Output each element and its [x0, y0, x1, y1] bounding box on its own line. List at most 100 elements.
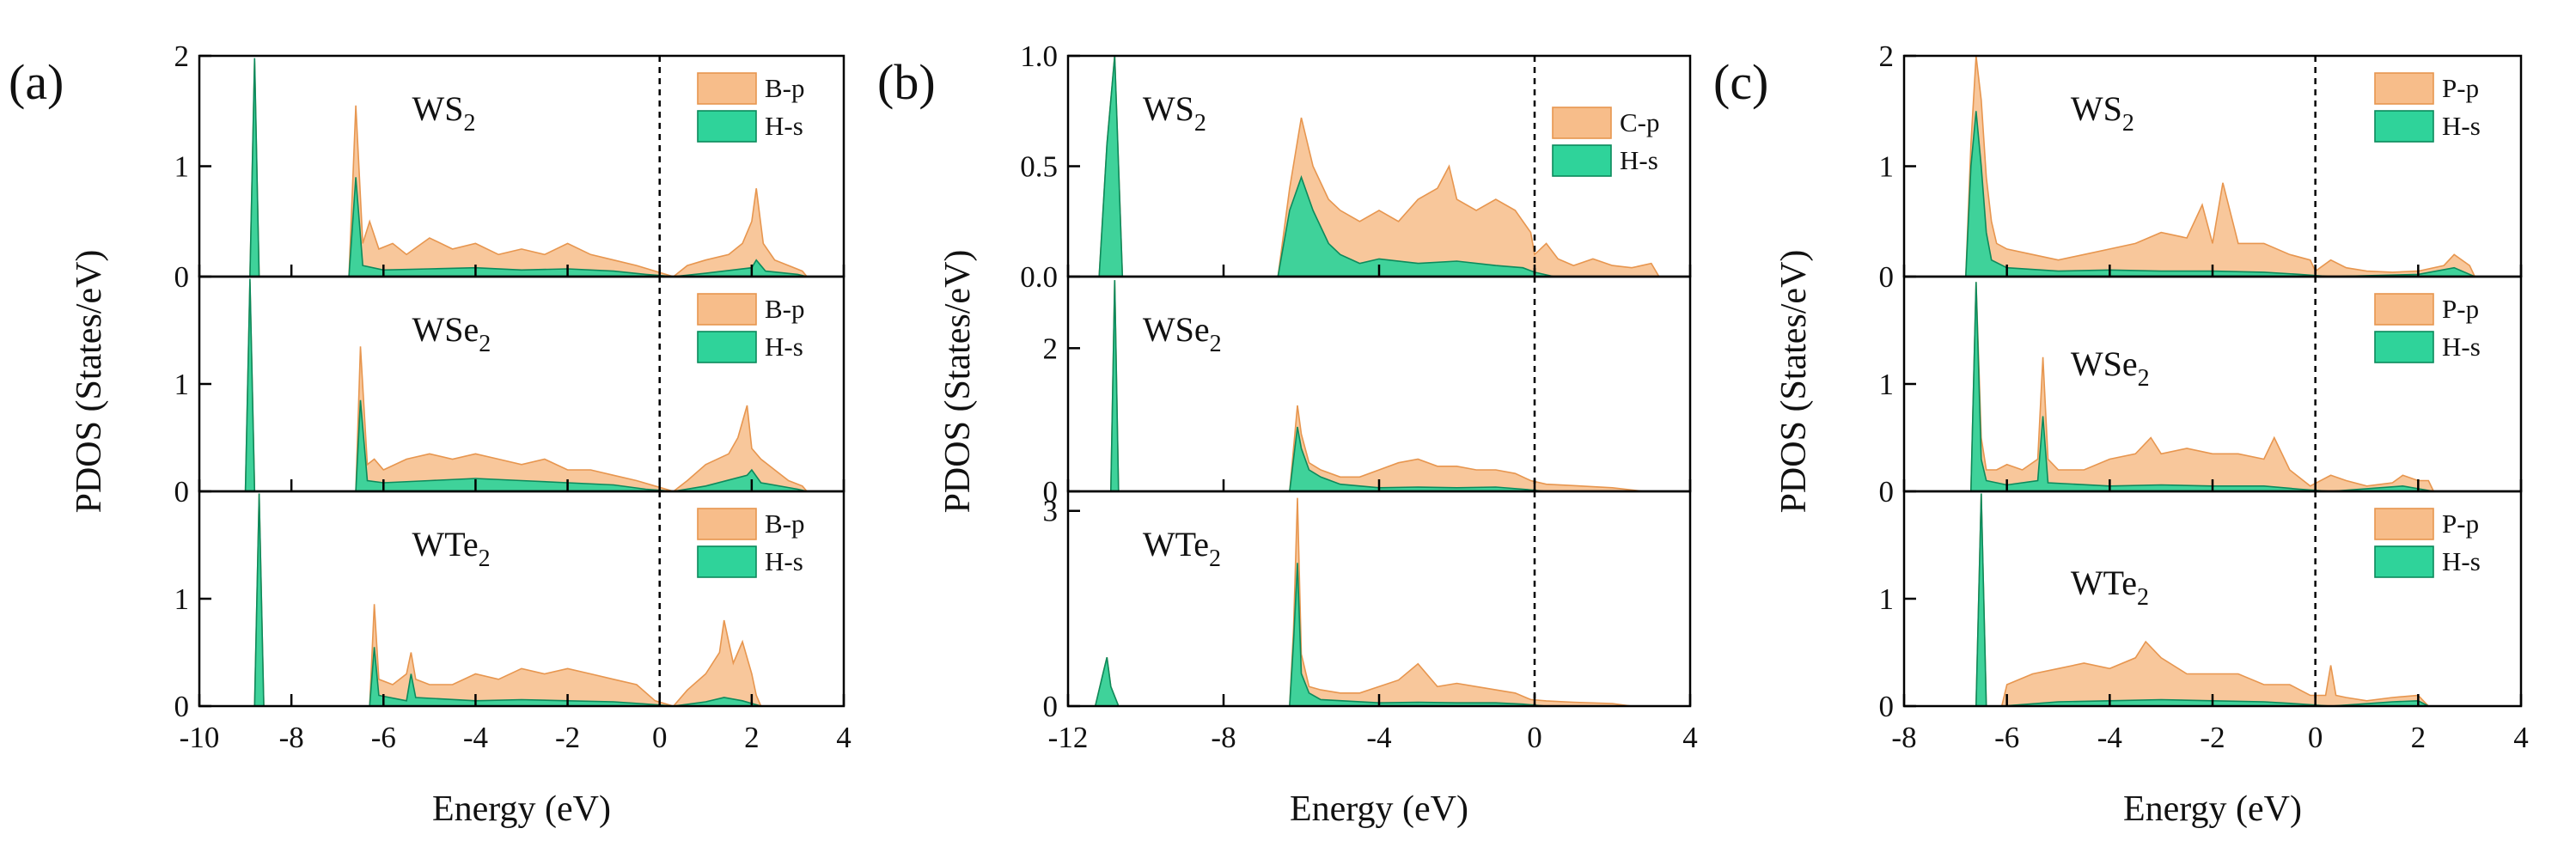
- legend-swatch-h-s: [2374, 110, 2434, 143]
- panel-letter: (b): [877, 54, 936, 110]
- series-area-p-p: [1975, 493, 2431, 707]
- legend-swatch-b-p: [697, 293, 757, 326]
- series-area-c-p: [1098, 55, 1661, 277]
- x-tick-label: 4: [836, 721, 852, 754]
- y-tick-label: 1: [1879, 582, 1895, 616]
- y-axis-title: PDOS (States/eV): [938, 250, 978, 514]
- x-tick-label: -12: [1048, 721, 1089, 754]
- x-tick-label: -8: [1891, 721, 1916, 754]
- compound-subscript: 2: [1209, 545, 1221, 572]
- legend-label-b-p: B-p: [765, 509, 805, 539]
- legend-label-h-s: H-s: [1620, 145, 1658, 175]
- legend-label-b-p: B-p: [765, 294, 805, 324]
- y-tick-label: 0: [1043, 475, 1059, 509]
- subplot-wte2: 0 3 WTe2: [1043, 490, 1692, 723]
- x-tick-label: -2: [2200, 721, 2225, 754]
- compound-name: WSe: [1143, 310, 1210, 349]
- subplot-wte2: 0 1 WTe2 B-p H-s: [174, 490, 845, 723]
- legend-swatch-h-s: [2374, 331, 2434, 363]
- compound-subscript: 2: [1194, 110, 1206, 137]
- legend-label-b-p: B-p: [765, 73, 805, 103]
- y-tick-label: 2: [174, 40, 190, 73]
- compound-subscript: 2: [1210, 331, 1222, 357]
- x-tick-label: 0: [2308, 721, 2323, 754]
- x-tick-label: -6: [1994, 721, 2019, 754]
- subplot-wse2: 0 2 WSe2: [1043, 275, 1692, 509]
- x-tick-label: 0: [1527, 721, 1542, 754]
- series-area-c-p: [1109, 280, 1644, 492]
- compound-name: WS: [412, 89, 464, 128]
- subplot-wte2: 0 1 WTe2 P-p H-s: [1879, 490, 2523, 723]
- panel-a: 012WS2B-pH-s01WSe2B-pH-s01WTe2B-pH-s-10-…: [9, 40, 852, 829]
- compound-subscript: 2: [2138, 365, 2150, 392]
- y-tick-label: 0: [174, 260, 190, 294]
- series-area-h-s: [253, 493, 761, 707]
- legend-swatch-c-p: [1552, 107, 1612, 139]
- x-axis-title: Energy (eV): [432, 789, 611, 829]
- subplot-wse2: 0 1 WSe2 B-p H-s: [174, 275, 845, 509]
- compound-name: WS: [2071, 89, 2122, 128]
- legend-swatch-h-s: [697, 331, 757, 363]
- compound-subscript: 2: [2137, 584, 2149, 611]
- x-axis-title: Energy (eV): [2123, 789, 2302, 829]
- legend-label-h-s: H-s: [765, 332, 803, 362]
- compound-label: WS2: [412, 89, 476, 137]
- y-tick-label: 1: [174, 368, 190, 401]
- series-area-h-s: [1964, 111, 2475, 277]
- legend-label-h-s: H-s: [2442, 332, 2481, 362]
- compound-label: WTe2: [1143, 525, 1221, 572]
- legend-swatch-h-s: [697, 545, 757, 578]
- legend-label-c-p: C-p: [1620, 107, 1660, 137]
- subplot-wse2: 0 1 WSe2 P-p H-s: [1879, 275, 2523, 509]
- panel-letter: (c): [1713, 54, 1768, 110]
- x-tick-label: -10: [180, 721, 220, 754]
- compound-name: WTe: [1143, 525, 1209, 564]
- compound-name: WS: [1143, 89, 1194, 128]
- y-tick-label: 3: [1043, 495, 1059, 528]
- y-tick-label: 0: [1879, 475, 1895, 509]
- y-axis-title: PDOS (States/eV): [70, 250, 109, 514]
- legend-label-h-s: H-s: [2442, 111, 2481, 141]
- y-tick-label: 0: [174, 690, 190, 723]
- legend-swatch-h-s: [2374, 545, 2434, 578]
- y-tick-label: 1: [1879, 150, 1895, 184]
- subplot-ws2: 0.0 0.5 1.0 WS2 C-p H-s: [1020, 40, 1692, 294]
- legend-swatch-p-p: [2374, 508, 2434, 540]
- legend-swatch-h-s: [1552, 144, 1612, 177]
- compound-subscript: 2: [464, 110, 476, 137]
- y-tick-label: 0: [174, 475, 190, 509]
- series-area-p-p: [1964, 55, 2476, 277]
- compound-name: WTe: [412, 525, 479, 564]
- series-area-h-s: [1094, 563, 1633, 707]
- y-tick-label: 0.0: [1020, 260, 1058, 294]
- legend-swatch-b-p: [697, 72, 757, 105]
- series-area-b-p: [253, 493, 762, 707]
- compound-label: WSe2: [412, 310, 491, 357]
- compound-name: WSe: [412, 310, 479, 349]
- series-area-b-p: [249, 61, 809, 277]
- compound-label: WTe2: [2071, 564, 2149, 611]
- x-tick-label: -8: [1211, 721, 1236, 754]
- compound-label: WTe2: [412, 525, 491, 572]
- compound-label: WSe2: [2071, 344, 2150, 392]
- legend-label-h-s: H-s: [765, 111, 803, 141]
- compound-subscript: 2: [479, 545, 491, 572]
- y-tick-label: 0.5: [1020, 150, 1058, 184]
- y-tick-label: 1: [174, 582, 190, 616]
- legend-label-p-p: P-p: [2442, 509, 2479, 539]
- subplot-frame: [1066, 490, 1692, 708]
- y-tick-label: 0: [1879, 260, 1895, 294]
- subplot-frame: [1066, 275, 1692, 493]
- compound-label: WS2: [2071, 89, 2134, 137]
- y-tick-label: 0: [1043, 690, 1059, 723]
- compound-label: WSe2: [1143, 310, 1222, 357]
- x-tick-label: -6: [371, 721, 396, 754]
- x-tick-label: -2: [555, 721, 580, 754]
- legend-label-h-s: H-s: [765, 546, 803, 576]
- y-axis-title: PDOS (States/eV): [1774, 250, 1814, 514]
- y-tick-label: 1: [174, 150, 190, 184]
